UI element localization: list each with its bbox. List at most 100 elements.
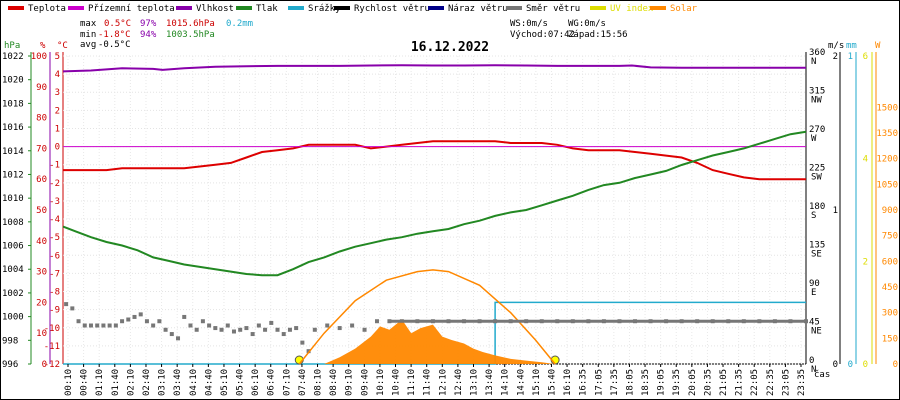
tick-label-x: 12:10	[438, 369, 448, 396]
axis-unit-hpa: hPa	[4, 41, 20, 51]
tick-label-x: 16:35	[579, 369, 589, 396]
tick-label-direction: 225	[809, 164, 825, 174]
tick-label-celsius: -2	[49, 179, 60, 189]
tick-label-direction: 180	[809, 202, 825, 212]
marks	[62, 64, 808, 365]
tick-label-celsius: -10	[44, 324, 60, 334]
stats-avg-label: avg	[80, 40, 96, 50]
tick-label-x: 11:10	[407, 369, 417, 396]
tick-label-celsius: -1	[49, 161, 60, 171]
tick-label-compass: W	[811, 134, 817, 144]
series-point-wind-direction	[325, 323, 330, 328]
tick-label-celsius: -5	[49, 233, 60, 243]
tick-label-x: 20:05	[688, 369, 698, 396]
tick-label-compass: N	[811, 57, 816, 67]
series-point-wind-direction	[300, 340, 305, 345]
tick-label-celsius: 3	[55, 88, 60, 98]
stats-min-temp: -1.8°C	[98, 30, 131, 40]
tick-label-x: 11:40	[423, 369, 433, 396]
tick-label-solar: 150	[882, 334, 898, 344]
series-point-wind-direction	[281, 332, 286, 337]
tick-label-x: 13:10	[469, 369, 479, 396]
series-point-wind-direction	[82, 323, 87, 328]
tick-label-x: 21:05	[719, 369, 729, 396]
tick-label-ms: 1	[833, 206, 838, 216]
series-point-wind-direction	[287, 327, 292, 332]
tick-label-compass: E	[811, 288, 816, 298]
x-axis-label: čas	[814, 369, 830, 380]
series-line-tlak	[62, 130, 807, 277]
tick-label-x: 06:10	[251, 369, 261, 396]
tick-label-x: 09:40	[360, 369, 370, 396]
axes: hPa9969981000100210041006100810101012101…	[2, 41, 898, 375]
stats-max-temp: 0.5°C	[104, 19, 131, 29]
stats-max-label: max	[80, 19, 97, 29]
tick-label-x: 18:05	[625, 369, 635, 396]
tick-label-compass: NW	[811, 96, 822, 106]
chart-title: 16.12.2022	[411, 40, 489, 55]
tick-label-celsius: -4	[49, 215, 60, 225]
axis-unit-mm: mm	[846, 41, 857, 51]
series-point-wind-direction	[95, 323, 100, 328]
tick-label-solar: 900	[882, 206, 898, 216]
series-point-wind-direction	[194, 327, 199, 332]
tick-label-direction: 90	[809, 279, 820, 289]
series-point-wind-direction	[126, 317, 131, 322]
tick-label-x: 19:35	[672, 369, 682, 396]
legend-swatch	[236, 6, 252, 10]
tick-label-x: 13:40	[485, 369, 495, 396]
series-point-wind-direction	[157, 319, 162, 324]
series-point-wind-direction	[76, 319, 81, 324]
tick-label-x: 07:10	[282, 369, 292, 396]
stats-max-press: 1015.6hPa	[166, 19, 215, 29]
legend-label: Tlak	[256, 4, 278, 14]
stats-min-hum: 94%	[140, 30, 157, 40]
tick-label-celsius: -7	[49, 269, 60, 279]
tick-label-hpa: 1002	[2, 289, 24, 299]
legend-label: Přízemní teplota	[88, 4, 175, 14]
tick-label-x: 07:40	[298, 369, 308, 396]
tick-label-percent: 0	[42, 360, 47, 370]
tick-label-x: 04:40	[204, 369, 214, 396]
legend-label: Směr větru	[526, 4, 580, 14]
series-point-wind-direction	[213, 326, 218, 331]
series-point-wind-direction	[188, 323, 193, 328]
legend-swatch	[650, 6, 666, 10]
series-point-wind-direction	[132, 314, 137, 319]
series-point-wind-direction	[275, 327, 280, 332]
series-point-wind-direction	[219, 327, 224, 332]
tick-label-x: 08:40	[329, 369, 339, 396]
tick-label-x: 02:10	[126, 369, 136, 396]
tick-label-celsius: 0	[55, 143, 60, 153]
wind-gust: WG:0m/s	[568, 19, 606, 29]
series-point-wind-direction	[200, 319, 205, 324]
legend-swatch	[428, 6, 444, 10]
tick-label-x: 14:40	[516, 369, 526, 396]
legend-swatch	[288, 6, 304, 10]
tick-label-hpa: 1022	[2, 52, 24, 62]
wind-speed: WS:0m/s	[510, 19, 548, 29]
tick-label-mm: 1	[848, 52, 853, 62]
tick-label-x: 01:40	[111, 369, 121, 396]
tick-label-celsius: 4	[55, 70, 60, 80]
tick-label-percent: 50	[36, 206, 47, 216]
tick-label-compass: N	[811, 365, 816, 375]
tick-label-mm: 0	[848, 360, 853, 370]
tick-label-x: 10:10	[376, 369, 386, 396]
tick-label-solar: 1050	[876, 180, 898, 190]
tick-label-x: 16:10	[563, 369, 573, 396]
series-point-wind-direction	[88, 323, 93, 328]
tick-label-x: 22:35	[766, 369, 776, 396]
tick-label-hpa: 1014	[2, 147, 24, 157]
tick-label-compass: NE	[811, 327, 822, 337]
sunrise-time: Východ:07:42	[510, 30, 575, 40]
tick-label-hpa: 1012	[2, 170, 24, 180]
tick-label-x: 23:05	[781, 369, 791, 396]
tick-label-percent: 60	[36, 175, 47, 185]
tick-label-hpa: 1004	[2, 265, 24, 275]
tick-label-x: 04:10	[189, 369, 199, 396]
tick-label-solar: 1500	[876, 103, 898, 113]
tick-label-hpa: 1010	[2, 194, 24, 204]
axis-unit-celsius: °C	[57, 41, 68, 51]
